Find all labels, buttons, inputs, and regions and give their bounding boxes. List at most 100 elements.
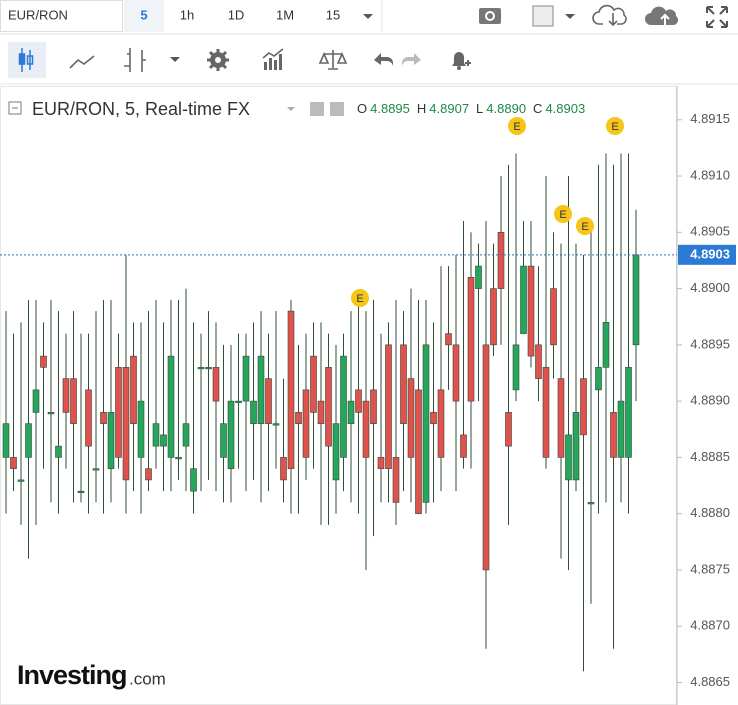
candle-body — [617, 400, 625, 458]
candle-body — [2, 423, 10, 458]
candle-body — [347, 400, 355, 424]
event-label: E — [611, 121, 618, 133]
candle-body — [182, 423, 190, 447]
alert-icon[interactable] — [452, 52, 471, 70]
candle-body — [587, 502, 595, 505]
settings-icon[interactable] — [330, 102, 344, 116]
eye-icon[interactable] — [310, 102, 324, 116]
logo-brand: Investing — [17, 660, 127, 690]
candle-body — [400, 344, 407, 424]
candle-body — [460, 434, 467, 458]
candle-body — [595, 367, 602, 391]
ohlc-label: O — [357, 101, 367, 116]
indicators-icon[interactable] — [262, 48, 284, 70]
candle-body — [475, 265, 482, 289]
symbol-box[interactable] — [0, 0, 123, 32]
candle-body — [130, 355, 137, 424]
interval[interactable]: 1M — [276, 7, 294, 22]
logo: Investing .com — [17, 660, 166, 690]
settings-icon[interactable] — [207, 49, 229, 71]
candle-body — [287, 310, 295, 469]
redo-icon[interactable] — [402, 53, 421, 67]
ohlc-value: 4.8903 — [545, 101, 585, 116]
ohlc-value: 4.8895 — [370, 101, 410, 116]
y-tick-label: 4.8915 — [690, 111, 730, 126]
logo-suffix: .com — [129, 669, 166, 688]
candle-body — [197, 367, 205, 370]
candle-body — [122, 367, 130, 481]
candle-body — [490, 288, 497, 346]
dropdown-arrow[interactable] — [170, 57, 180, 62]
candle-body — [115, 367, 122, 458]
y-tick-label: 4.8890 — [690, 393, 730, 408]
candle-body — [17, 479, 25, 482]
candle-body — [407, 378, 415, 458]
ohlc-legend: O 4.8895 H 4.8907 L 4.8890 C 4.8903 — [357, 101, 585, 116]
candle-body — [550, 288, 557, 346]
dropdown-arrow[interactable] — [287, 107, 295, 111]
ohlc-label: L — [476, 101, 483, 116]
candle-body — [25, 423, 32, 458]
event-marker — [554, 205, 572, 223]
candle-body — [160, 434, 167, 447]
candle-body — [385, 344, 392, 469]
y-tick-label: 4.8895 — [690, 336, 730, 351]
event-marker — [606, 117, 624, 135]
candle-body — [55, 445, 62, 458]
candle-body — [47, 412, 55, 415]
event-marker — [576, 217, 594, 235]
y-tick-label: 4.8900 — [690, 280, 730, 295]
candle-body — [325, 367, 332, 447]
candle-body — [227, 400, 235, 469]
event-marker — [508, 117, 526, 135]
candle-icon[interactable] — [18, 48, 34, 72]
camera-icon[interactable] — [479, 8, 501, 24]
candle-body — [415, 389, 422, 514]
dropdown-arrow[interactable] — [363, 14, 373, 19]
candle-body — [295, 412, 302, 424]
interval-active[interactable] — [124, 0, 164, 32]
candle-body — [430, 412, 437, 424]
chart-title: EUR/RON, 5, Real-time FX — [32, 99, 250, 119]
fullscreen-icon[interactable] — [706, 6, 728, 28]
legend-header: EUR/RON, 5, Real-time FX O 4.8895 H 4.8907 L… — [8, 99, 585, 119]
candle-body — [10, 457, 17, 469]
candle-body — [175, 457, 182, 460]
candle-body — [535, 344, 542, 379]
interval[interactable]: 1D — [228, 7, 245, 22]
bars-icon[interactable] — [124, 48, 146, 72]
ohlc-value: 4.8890 — [486, 101, 526, 116]
compare-icon[interactable] — [318, 50, 348, 70]
event-marker — [351, 289, 369, 307]
candle-body — [77, 490, 85, 493]
candle-body — [167, 355, 175, 458]
candle-body — [505, 412, 512, 447]
candle-body — [557, 378, 565, 458]
candle-body — [32, 389, 40, 413]
candle-body — [152, 423, 160, 447]
candle-body — [602, 322, 610, 368]
candle-body — [70, 378, 77, 424]
line-icon[interactable] — [69, 55, 95, 69]
interval[interactable]: 5 — [140, 7, 147, 22]
cloud-download[interactable] — [592, 4, 627, 27]
event-label: E — [581, 221, 588, 233]
interval[interactable]: 1h — [180, 7, 194, 22]
y-tick-label: 4.8905 — [690, 224, 730, 239]
candle-body — [497, 232, 505, 289]
ohlc-label: C — [533, 101, 542, 116]
color-picker[interactable] — [532, 5, 575, 27]
plot-area — [0, 86, 677, 705]
candle-body — [145, 468, 152, 481]
candle-body — [422, 344, 430, 503]
interval[interactable]: 15 — [326, 7, 340, 22]
candle-body — [205, 367, 212, 370]
candle-body — [445, 333, 452, 346]
undo-icon[interactable] — [374, 53, 393, 67]
candle-body — [565, 434, 572, 481]
candle-body — [520, 265, 527, 334]
candle-body — [527, 265, 535, 357]
cloud-upload[interactable] — [645, 6, 678, 26]
y-tick-label: 4.8880 — [690, 505, 730, 520]
